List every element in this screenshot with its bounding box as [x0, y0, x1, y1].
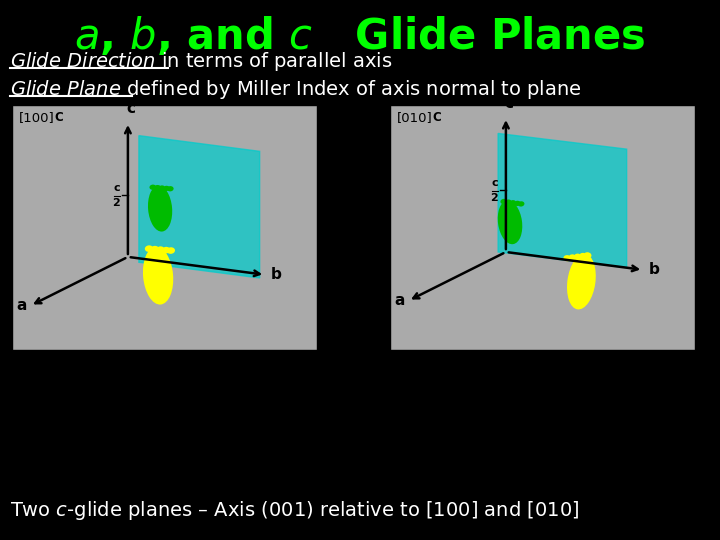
Text: c: c: [505, 96, 513, 111]
Ellipse shape: [584, 252, 592, 259]
Ellipse shape: [569, 254, 577, 260]
Ellipse shape: [510, 200, 516, 205]
Text: 2: 2: [112, 198, 120, 208]
Ellipse shape: [143, 247, 174, 305]
Ellipse shape: [500, 199, 507, 204]
Bar: [12, 105, 317, 350]
Text: C: C: [432, 111, 441, 124]
Ellipse shape: [564, 255, 571, 261]
Text: a: a: [16, 298, 27, 313]
Ellipse shape: [156, 246, 165, 253]
Text: $\it{a}$, $\it{b}$, and $\it{c}$   Glide Planes: $\it{a}$, $\it{b}$, and $\it{c}$ Glide P…: [74, 15, 646, 58]
Text: $\mathbf{\mathit{Glide\ Direction}}$ in terms of parallel axis: $\mathbf{\mathit{Glide\ Direction}}$ in …: [10, 50, 392, 73]
Text: 2: 2: [490, 193, 498, 203]
Text: b: b: [649, 262, 660, 278]
Ellipse shape: [167, 186, 174, 191]
Ellipse shape: [163, 186, 170, 191]
Ellipse shape: [514, 201, 521, 206]
Ellipse shape: [154, 185, 161, 190]
Ellipse shape: [518, 201, 524, 207]
Text: a: a: [394, 293, 405, 308]
Ellipse shape: [162, 247, 170, 253]
Polygon shape: [139, 136, 260, 278]
Ellipse shape: [580, 253, 587, 259]
Polygon shape: [498, 133, 626, 268]
Text: b: b: [271, 267, 282, 282]
Text: c: c: [113, 183, 120, 193]
Ellipse shape: [145, 245, 153, 252]
Ellipse shape: [574, 254, 582, 260]
Text: [100]: [100]: [19, 111, 55, 124]
Ellipse shape: [150, 246, 159, 252]
Text: Two $\mathit{c}$-glide planes – Axis (001) relative to [100] and [010]: Two $\mathit{c}$-glide planes – Axis (00…: [10, 499, 580, 522]
Ellipse shape: [148, 186, 172, 232]
Text: $\mathbf{\mathit{Glide\ Plane}}$ defined by Miller Index of axis normal to plane: $\mathbf{\mathit{Glide\ Plane}}$ defined…: [10, 78, 582, 101]
Ellipse shape: [498, 200, 522, 244]
Ellipse shape: [166, 247, 175, 254]
Text: [010]: [010]: [397, 111, 433, 124]
Bar: [390, 105, 695, 350]
Text: c: c: [491, 178, 498, 188]
Ellipse shape: [150, 185, 156, 190]
Text: C: C: [54, 111, 63, 124]
Ellipse shape: [158, 185, 166, 191]
Ellipse shape: [505, 199, 512, 205]
Ellipse shape: [567, 254, 595, 309]
Text: c: c: [127, 101, 135, 116]
